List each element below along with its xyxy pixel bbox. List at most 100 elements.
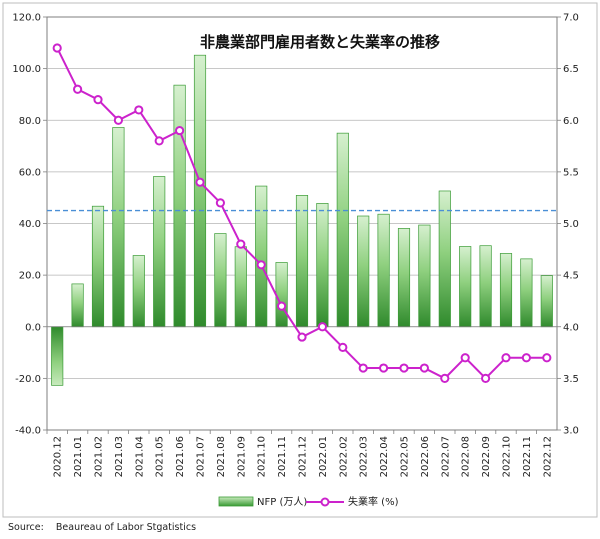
nfp-bar [316,203,329,328]
x-tick-label: 2020.12 [53,436,64,477]
nfp-bar [438,190,451,328]
x-tick-label: 2022.07 [440,436,451,477]
unemployment-point [358,363,368,373]
right-tick-label: 4.0 [563,322,579,333]
x-tick-label: 2021.06 [175,436,186,477]
x-tick-label: 2022.01 [318,436,329,477]
unemployment-point [236,239,246,249]
unemployment-point [460,353,470,363]
x-tick-label: 2022.04 [379,436,390,477]
unemployment-point [481,373,491,383]
left-tick-label: 100.0 [12,64,41,75]
unemployment-point [501,353,511,363]
x-tick-label: 2021.10 [257,436,268,477]
nfp-bar [499,253,513,328]
right-tick-label: 5.0 [563,219,579,230]
x-tick-label: 2021.08 [216,436,227,477]
nfp-bar [193,54,207,328]
left-tick-label: -20.0 [15,374,41,385]
right-axis-ticks: 3.0 3.5 4.0 4.5 5.0 5.5 6.0 6.5 7.0 [557,13,579,437]
nfp-bar [71,283,84,328]
unemployment-point [399,363,409,373]
unemployment-point [256,260,266,270]
right-tick-label: 3.0 [563,426,579,437]
unemployment-point [73,84,83,94]
right-tick-label: 6.5 [563,64,579,75]
nfp-bar [520,258,533,328]
legend-bar-label: NFP (万人) [257,496,307,508]
nfp-bar [540,275,553,328]
right-tick-label: 6.0 [563,116,579,127]
nfp-bar [51,326,64,386]
unemployment-point [338,342,348,352]
nfp-bar [255,185,268,328]
unemployment-point [52,43,62,53]
unemployment-point [215,198,225,208]
unemployment-point [93,95,103,105]
nfp-bar [295,195,309,328]
x-tick-label: 2022.02 [338,436,349,477]
nfp-bar [336,132,349,328]
nfp-bar [357,215,370,328]
nfp-bar [418,224,431,328]
unemployment-point [440,373,450,383]
x-tick-label: 2021.02 [94,436,105,477]
nfp-bar [173,84,186,328]
unemployment-point [134,105,144,115]
left-axis-ticks: -40.0 -20.0 0.0 20.0 40.0 60.0 80.0 100.0 120.0 [12,13,47,437]
x-tick-label: 2021.01 [73,436,84,477]
unemployment-line-group [52,43,552,383]
nfp-bar [214,233,227,328]
nfp-bar [132,255,145,328]
nfp-bar [377,213,390,328]
x-tick-label: 2022.12 [542,436,553,477]
unemployment-point [154,136,164,146]
nfp-bar [479,245,492,328]
nfp-bars [47,54,557,386]
left-tick-label: -40.0 [15,426,41,437]
left-tick-label: 0.0 [25,322,41,333]
x-tick-label: 2022.05 [400,436,411,477]
unemployment-point [379,363,389,373]
x-tick-label: 2021.12 [298,436,309,477]
nfp-bar [153,176,166,328]
unemployment-point [277,301,287,311]
right-tick-label: 5.5 [563,167,579,178]
source-note: Source: Beaureau of Labor Stgatistics [8,522,197,533]
left-tick-label: 60.0 [19,167,41,178]
legend: NFP (万人) 失業率 (%) [218,495,399,508]
unemployment-point [542,353,552,363]
x-tick-label: 2022.09 [481,436,492,477]
legend-line-marker [320,497,330,507]
unemployment-point [113,115,124,125]
chart-title: 非農業部門雇用者数と失業率の推移 [200,33,440,51]
left-tick-label: 40.0 [19,219,41,230]
legend-bar-swatch [218,496,254,507]
nfp-bar [234,246,247,328]
x-tick-label: 2022.08 [461,436,472,477]
x-tick-label: 2021.03 [114,436,125,477]
right-tick-label: 4.5 [563,271,579,282]
x-tick-label: 2022.03 [359,436,370,477]
nfp-bar [275,262,288,328]
x-tick-label: 2021.11 [277,436,288,477]
unemployment-point [175,125,185,136]
unemployment-point [317,322,327,332]
unemployment-point [297,332,307,342]
x-tick-label: 2021.05 [155,436,166,477]
unemployment-point [419,363,429,373]
x-tick-label: 2022.06 [420,436,431,477]
x-tick-label: 2021.09 [236,436,247,477]
x-tick-label: 2021.07 [196,436,207,477]
nfp-bar [397,228,411,328]
x-tick-label: 2021.04 [134,436,145,477]
x-tick-label: 2022.10 [502,436,513,477]
nfp-bar [112,127,125,328]
right-tick-label: 7.0 [563,13,579,24]
left-tick-label: 80.0 [19,116,41,127]
x-tick-label: 2022.11 [522,436,533,477]
legend-line-label: 失業率 (%) [348,495,399,508]
left-tick-label: 120.0 [12,13,41,24]
right-tick-label: 3.5 [563,374,579,385]
